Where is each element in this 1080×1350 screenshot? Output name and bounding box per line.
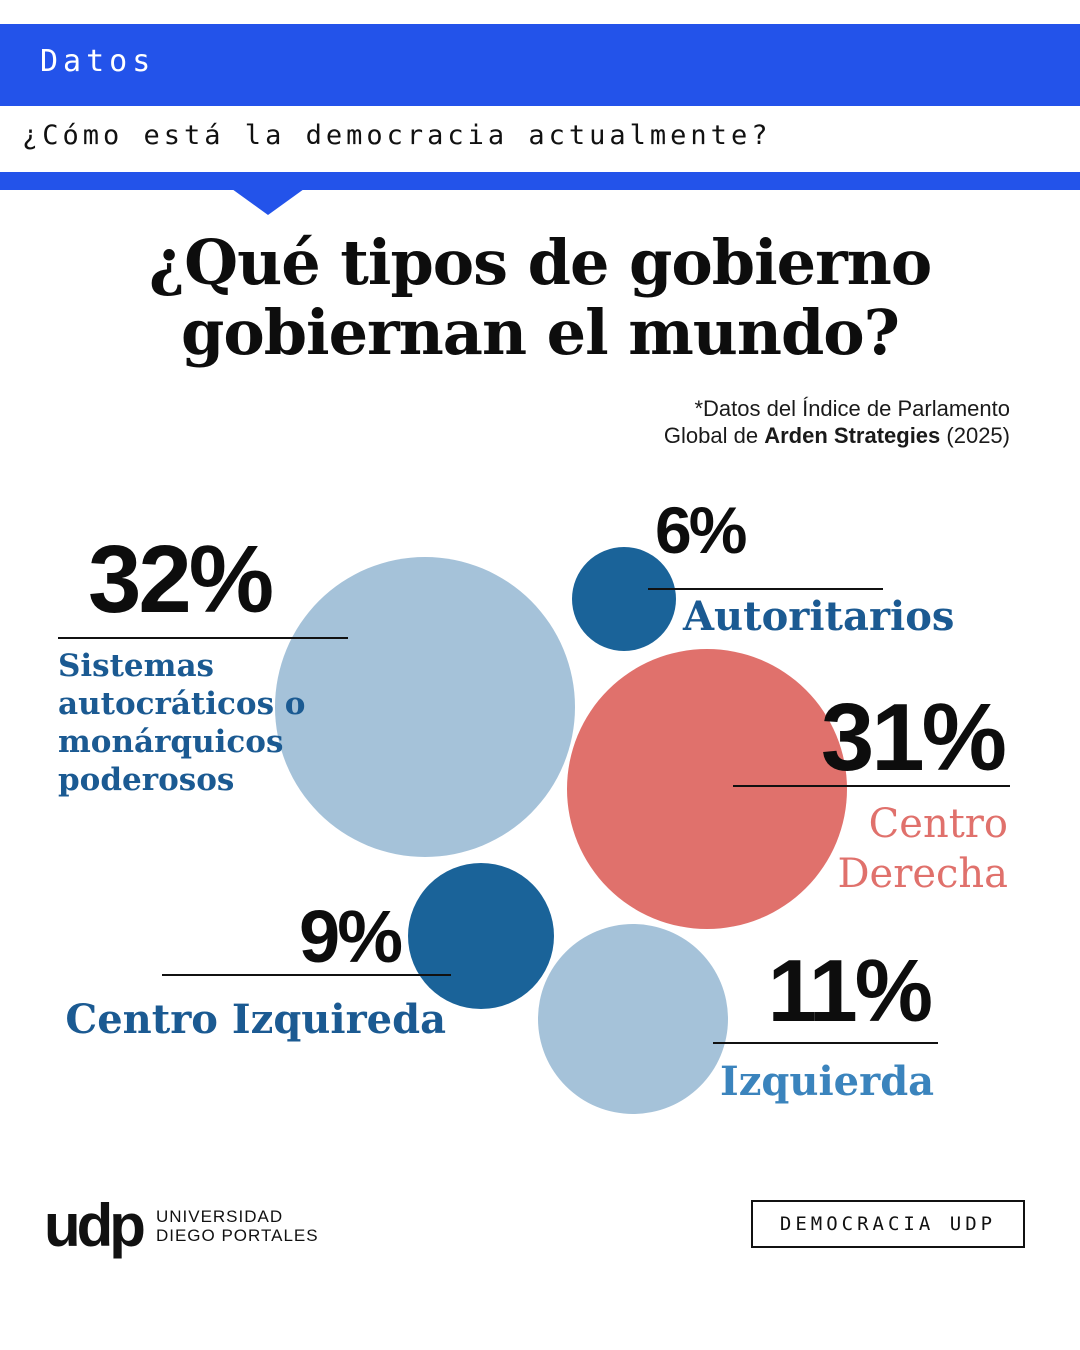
democracia-badge: DEMOCRACIA UDP <box>751 1200 1025 1248</box>
source-note: *Datos del Índice de Parlamento Global d… <box>664 395 1010 449</box>
category-label-4-0: Izquierda <box>720 1058 934 1105</box>
category-label-2-0: Centro <box>869 801 1008 847</box>
source-org: Arden Strategies <box>764 423 941 448</box>
bubble-0 <box>275 557 575 857</box>
bubble-1 <box>572 547 676 651</box>
title-line-2: gobiernan el mundo? <box>180 296 900 369</box>
category-label-0-0: Sistemas <box>58 648 214 684</box>
bubble-3 <box>408 863 554 1009</box>
bubble-2 <box>567 649 847 929</box>
value-label-1: 6% <box>655 493 746 567</box>
category-label-0-2: monárquicos <box>58 724 283 760</box>
header-underbar <box>0 172 1080 190</box>
header-pointer <box>232 189 304 215</box>
header-bar <box>0 24 1080 106</box>
logo-line-1: UNIVERSIDAD <box>155 1207 284 1226</box>
source-prefix: Global de <box>663 423 765 448</box>
value-label-2: 31% <box>821 684 1005 791</box>
section-label: Datos <box>40 44 156 79</box>
source-line-1: *Datos del Índice de Parlamento <box>694 396 1010 421</box>
title-line-1: ¿Qué tipos de gobierno <box>148 226 932 299</box>
logo-text: UNIVERSIDAD DIEGO PORTALES <box>156 1207 319 1245</box>
value-label-4: 11% <box>768 941 931 1040</box>
udp-logo: udp UNIVERSIDAD DIEGO PORTALES <box>44 1196 319 1256</box>
category-label-0-1: autocráticos o <box>58 686 306 722</box>
value-label-3: 9% <box>299 895 401 978</box>
category-label-1-0: Autoritarios <box>682 593 954 640</box>
page-title: ¿Qué tipos de gobierno gobiernan el mund… <box>80 228 1000 368</box>
category-label-0-3: poderosos <box>58 762 234 798</box>
category-label-2-1: Derecha <box>837 851 1008 897</box>
source-line-2: Global de Arden Strategies (2025) <box>664 422 1010 449</box>
header-subtitle: ¿Cómo está la democracia actualmente? <box>22 120 772 151</box>
logo-line-2: DIEGO PORTALES <box>155 1226 319 1245</box>
logo-mark: udp <box>44 1192 146 1259</box>
value-label-0: 32% <box>88 526 272 633</box>
source-year: (2025) <box>940 423 1010 448</box>
bubble-4 <box>538 924 728 1114</box>
category-label-3-0: Centro Izquireda <box>65 996 446 1043</box>
